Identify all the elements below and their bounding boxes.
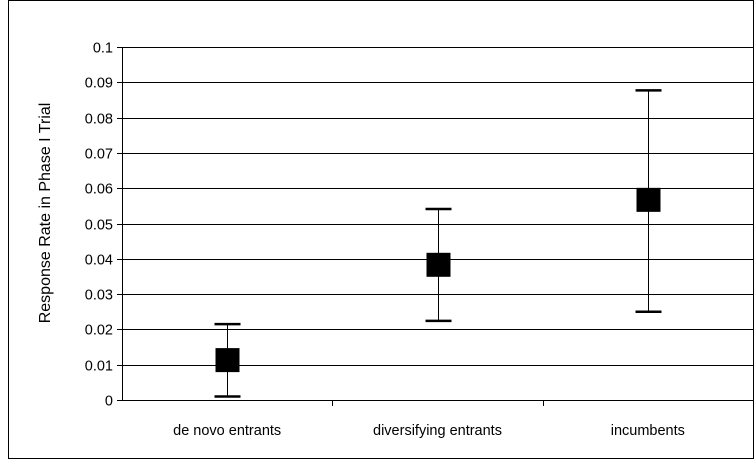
y-tick-label: 0.09 [85, 76, 113, 92]
y-tick-label: 0.03 [85, 288, 113, 304]
y-tick-label: 0.01 [85, 359, 113, 375]
y-tick-label: 0.06 [85, 182, 113, 198]
data-point-marker [215, 348, 240, 373]
y-tick-label: 0.07 [85, 147, 113, 163]
y-axis-title: Response Rate in Phase I Trial [37, 103, 54, 324]
y-tick-label: 0.02 [85, 323, 113, 339]
x-tick-labels: de novo entrants diversifying entrants inc… [173, 423, 685, 439]
data-markers [215, 187, 661, 373]
y-tick-labels: 0 0.01 0.02 0.03 0.04 0.05 0.06 0.07 0.08 0.09 0.1 [85, 41, 113, 410]
y-tick-label: 0 [105, 394, 113, 410]
y-tick-label: 0.04 [85, 253, 113, 269]
chart-outer-border [8, 0, 754, 459]
data-point-marker [636, 187, 661, 212]
data-point-marker [426, 252, 451, 277]
axes [117, 47, 753, 406]
error-bars [214, 89, 662, 398]
y-tick-label: 0.08 [85, 112, 113, 128]
x-category-label: diversifying entrants [373, 423, 502, 439]
x-category-label: de novo entrants [173, 423, 281, 439]
x-category-label: incumbents [611, 423, 685, 439]
y-tick-label: 0.05 [85, 218, 113, 234]
y-tick-label: 0.1 [93, 41, 113, 57]
